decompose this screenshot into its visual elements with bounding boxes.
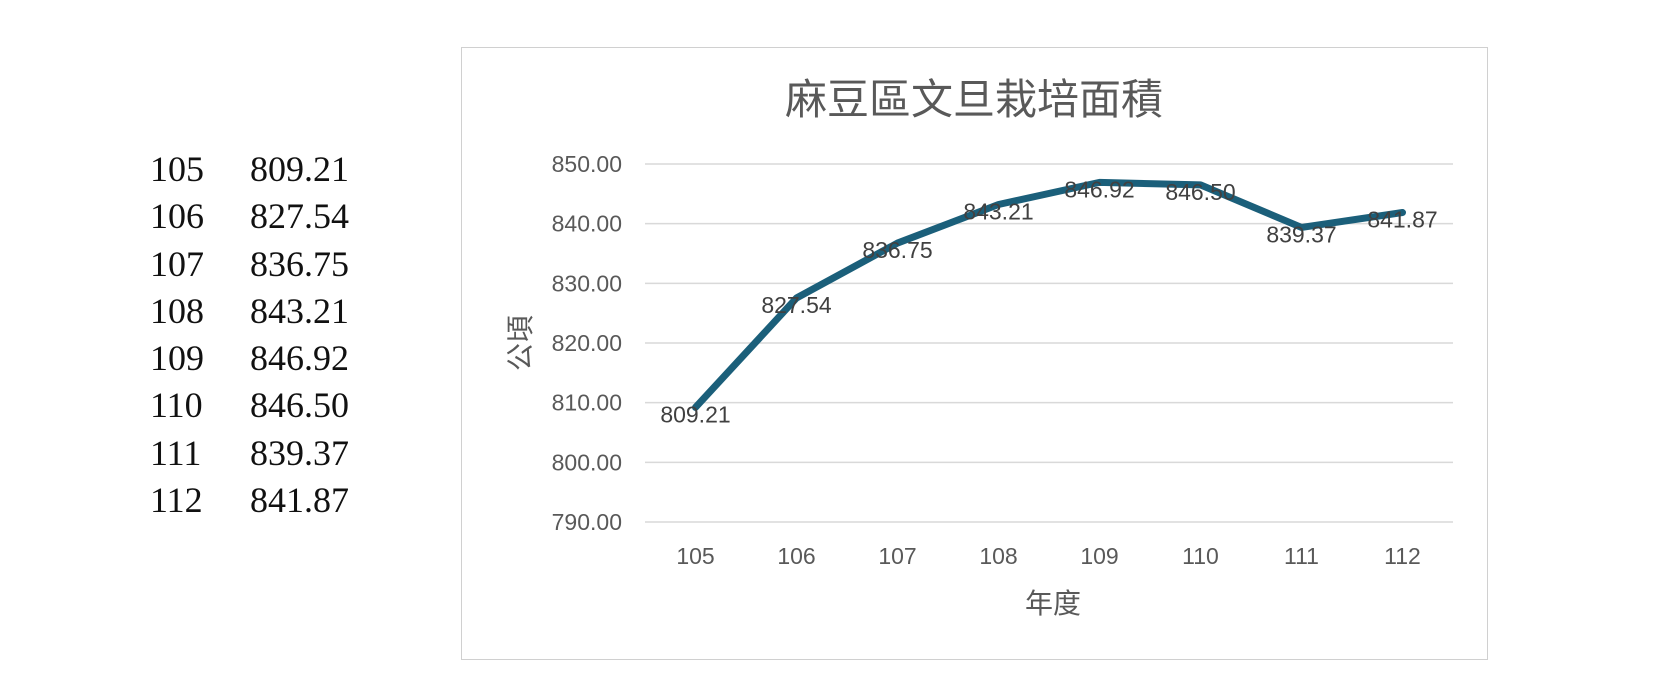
data-point (1298, 224, 1305, 231)
table-year: 109 (150, 338, 204, 379)
table-row: 106 827.54 (150, 193, 370, 240)
table-value: 843.21 (250, 290, 349, 331)
table-value: 827.54 (250, 196, 349, 237)
data-point (894, 240, 901, 247)
table-row: 109 846.92 (150, 335, 370, 382)
data-point (692, 404, 699, 411)
table-value: 809.21 (250, 149, 349, 189)
x-tick-label: 106 (777, 543, 815, 569)
y-tick-label: 790.00 (552, 509, 622, 535)
table-year: 111 (150, 432, 202, 473)
y-tick-label: 830.00 (552, 270, 622, 296)
data-point (1096, 179, 1103, 186)
table-row: 105 809.21 (150, 146, 370, 193)
table-row: 111 839.37 (150, 430, 370, 477)
table-year: 106 (150, 196, 204, 237)
table-row: 110 846.50 (150, 382, 370, 429)
data-table: 105 809.21 106 827.54 107 836.75 108 843.21 109 8… (150, 146, 370, 524)
table-value: 836.75 (250, 243, 349, 284)
table-value: 846.92 (250, 338, 349, 379)
data-point (1399, 209, 1406, 216)
chart-title: 麻豆區文旦栽培面積 (785, 76, 1163, 123)
table-year: 107 (150, 243, 204, 284)
y-tick-label: 850.00 (552, 151, 622, 177)
x-axis-title: 年度 (1025, 588, 1081, 619)
x-tick-label: 112 (1384, 543, 1421, 569)
x-tick-label: 109 (1080, 543, 1118, 569)
chart-frame (461, 47, 1488, 660)
data-label: 809.21 (660, 401, 730, 427)
table-value: 841.87 (250, 480, 349, 521)
x-tick-label: 105 (676, 543, 714, 569)
data-label: 843.21 (963, 199, 1033, 225)
data-label: 846.50 (1165, 179, 1235, 205)
data-label: 836.75 (862, 237, 932, 263)
table-year: 110 (150, 385, 203, 426)
data-point (793, 295, 800, 302)
table-year: 112 (150, 480, 203, 521)
y-tick-label: 840.00 (552, 211, 622, 237)
table-value: 846.50 (250, 385, 349, 426)
table-value: 839.37 (250, 432, 349, 473)
y-axis-title: 公頃 (505, 315, 536, 371)
y-tick-label: 800.00 (552, 449, 622, 475)
series-line (692, 178, 1406, 411)
data-label: 839.37 (1266, 221, 1336, 247)
data-label: 827.54 (761, 292, 832, 318)
data-label: 846.92 (1064, 176, 1134, 202)
x-tick-label: 108 (979, 543, 1017, 569)
table-year: 105 (150, 149, 204, 189)
y-tick-label: 810.00 (552, 390, 622, 416)
table-row: 107 836.75 (150, 241, 370, 288)
x-tick-label: 111 (1284, 543, 1319, 569)
table-row: 108 843.21 (150, 288, 370, 335)
table-row: 112 841.87 (150, 477, 370, 524)
data-point (1197, 181, 1204, 188)
data-point (995, 201, 1002, 208)
x-tick-label: 110 (1182, 543, 1219, 569)
y-tick-label: 820.00 (552, 330, 622, 356)
x-tick-label: 107 (878, 543, 916, 569)
table-year: 108 (150, 290, 204, 331)
data-label: 841.87 (1367, 207, 1437, 233)
